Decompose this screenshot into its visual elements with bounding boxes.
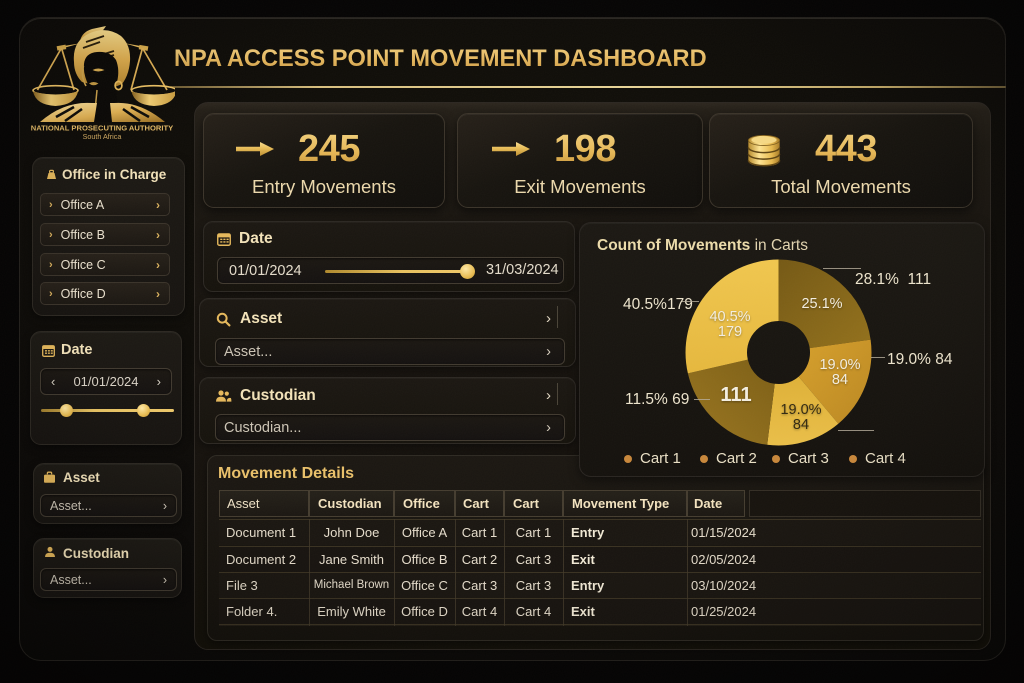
svg-text:South Africa: South Africa bbox=[83, 132, 122, 141]
